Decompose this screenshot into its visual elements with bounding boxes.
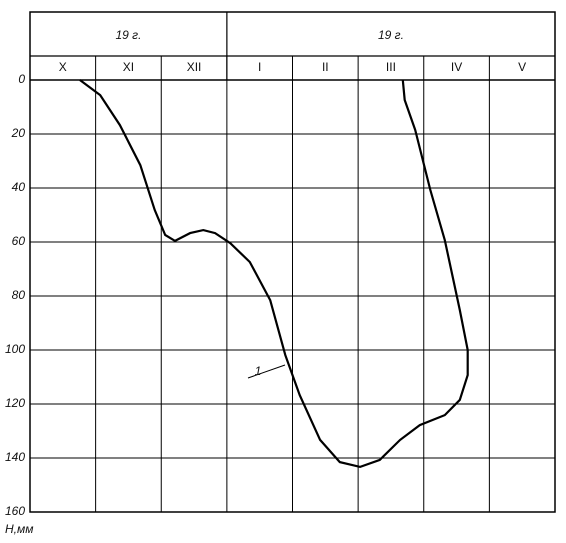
- y-tick-label: 20: [11, 126, 26, 140]
- x-tick-label: II: [322, 60, 329, 74]
- x-tick-label: III: [386, 60, 396, 74]
- y-axis-label: H,мм: [5, 522, 33, 536]
- y-tick-label: 40: [12, 180, 26, 194]
- period-label: 19 г.: [115, 28, 141, 42]
- curve: [79, 79, 469, 469]
- x-tick-label: X: [59, 60, 67, 74]
- period-label: 19 г.: [378, 28, 404, 42]
- y-tick-label: 80: [12, 288, 26, 302]
- leader-line: [247, 364, 286, 379]
- y-tick-label: 120: [5, 396, 25, 410]
- x-tick-label: I: [258, 60, 261, 74]
- x-tick-label: XI: [123, 60, 134, 74]
- y-tick-label: 140: [5, 450, 25, 464]
- y-tick-label: 60: [12, 234, 26, 248]
- y-tick-label: 160: [5, 504, 25, 518]
- x-tick-label: V: [518, 60, 526, 74]
- y-tick-label: 0: [18, 72, 25, 86]
- y-tick-label: 100: [5, 342, 25, 356]
- series-label: 1: [255, 364, 262, 378]
- x-tick-label: IV: [451, 60, 462, 74]
- x-tick-label: XII: [187, 60, 202, 74]
